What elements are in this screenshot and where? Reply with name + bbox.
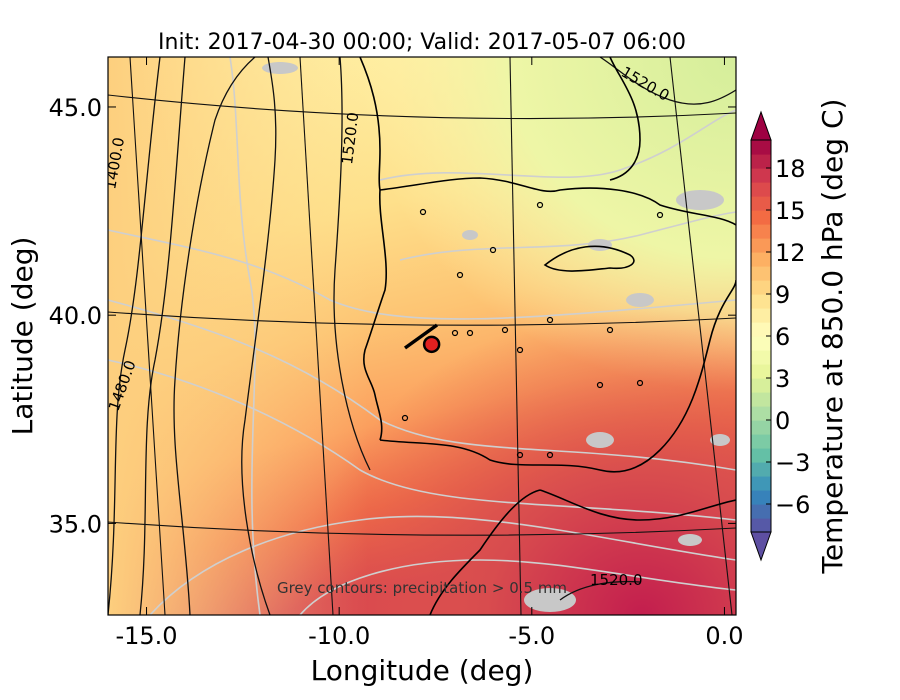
- x-tick-label: -5.0: [508, 622, 555, 650]
- geopotential-contours: [108, 57, 736, 615]
- colorbar-segment: [751, 140, 771, 155]
- colorbar-segment: [751, 364, 771, 379]
- colorbar-segment: [751, 476, 771, 491]
- x-tick-label: -10.0: [308, 622, 370, 650]
- colorbar-segment: [751, 294, 771, 309]
- colorbar-segment: [751, 224, 771, 239]
- precipitation-areas: [262, 62, 730, 612]
- colorbar-segment: [751, 490, 771, 505]
- colorbar-segment: [751, 504, 771, 519]
- colorbar-tick-label: −6: [775, 491, 810, 519]
- colorbar-tick-label: 0: [775, 407, 790, 435]
- y-tick-label: 45.0: [49, 94, 102, 122]
- colorbar: −6 −3 0 3 6 9 12 15 18: [750, 110, 810, 562]
- colorbar-segment: [751, 266, 771, 281]
- colorbar-segment: [751, 462, 771, 477]
- y-tick-label: 40.0: [49, 302, 102, 330]
- colorbar-tick-label: 18: [775, 155, 806, 183]
- coastline: [359, 57, 736, 615]
- colorbar-segment: [751, 168, 771, 183]
- plot-frame: [107, 56, 737, 616]
- colorbar-tick-label: 3: [775, 365, 790, 393]
- colorbar-extend-min: [750, 531, 772, 562]
- colorbar-segment: [751, 252, 771, 267]
- colorbar-segment: [751, 406, 771, 421]
- colorbar-segment: [751, 322, 771, 337]
- colorbar-segment: [751, 196, 771, 211]
- colorbar-segment: [751, 378, 771, 393]
- y-axis-label: Latitude (deg): [6, 237, 39, 436]
- colorbar-tick-label: 9: [775, 281, 790, 309]
- colorbar-segment: [751, 238, 771, 253]
- x-tick-label: -15.0: [115, 622, 177, 650]
- colorbar-segment: [751, 210, 771, 225]
- x-axis: -15.0 -10.0 -5.0 0.0: [115, 57, 744, 650]
- colorbar-segment: [751, 154, 771, 169]
- colorbar-segment: [751, 280, 771, 295]
- small-features: [401, 201, 664, 459]
- chart-title: Init: 2017-04-30 00:00; Valid: 2017-05-0…: [158, 30, 686, 55]
- x-tick-label: 0.0: [705, 622, 743, 650]
- y-axis: 35.0 40.0 45.0: [49, 94, 736, 538]
- colorbar-tick-label: −3: [775, 449, 810, 477]
- colorbar-segment: [751, 518, 771, 533]
- colorbar-tick-label: 6: [775, 323, 790, 351]
- colorbar-segment: [751, 434, 771, 449]
- graticule: [108, 57, 736, 615]
- colorbar-tick-label: 15: [775, 197, 806, 225]
- colorbar-tick-label: 12: [775, 239, 806, 267]
- colorbar-segment: [751, 448, 771, 463]
- plot-area: 1520.0 1520.0 1480.0 1400.0 1520.0 Grey …: [108, 57, 736, 615]
- y-tick-label: 35.0: [49, 510, 102, 538]
- colorbar-extend-max: [750, 110, 772, 141]
- colorbar-segment: [751, 392, 771, 407]
- colorbar-segment: [751, 420, 771, 435]
- colorbar-segment: [751, 350, 771, 365]
- colorbar-segment: [751, 182, 771, 197]
- colorbar-segment: [751, 308, 771, 323]
- colorbar-segment: [751, 336, 771, 351]
- contour-label-1520-south: 1520.0: [590, 571, 643, 589]
- colorbar-label: Temperature at 850.0 hPa (deg C): [816, 99, 849, 575]
- x-axis-label: Longitude (deg): [311, 654, 534, 687]
- location-marker: [403, 323, 441, 354]
- precipitation-annotation: Grey contours: precipitation > 0.5 mm: [277, 579, 567, 597]
